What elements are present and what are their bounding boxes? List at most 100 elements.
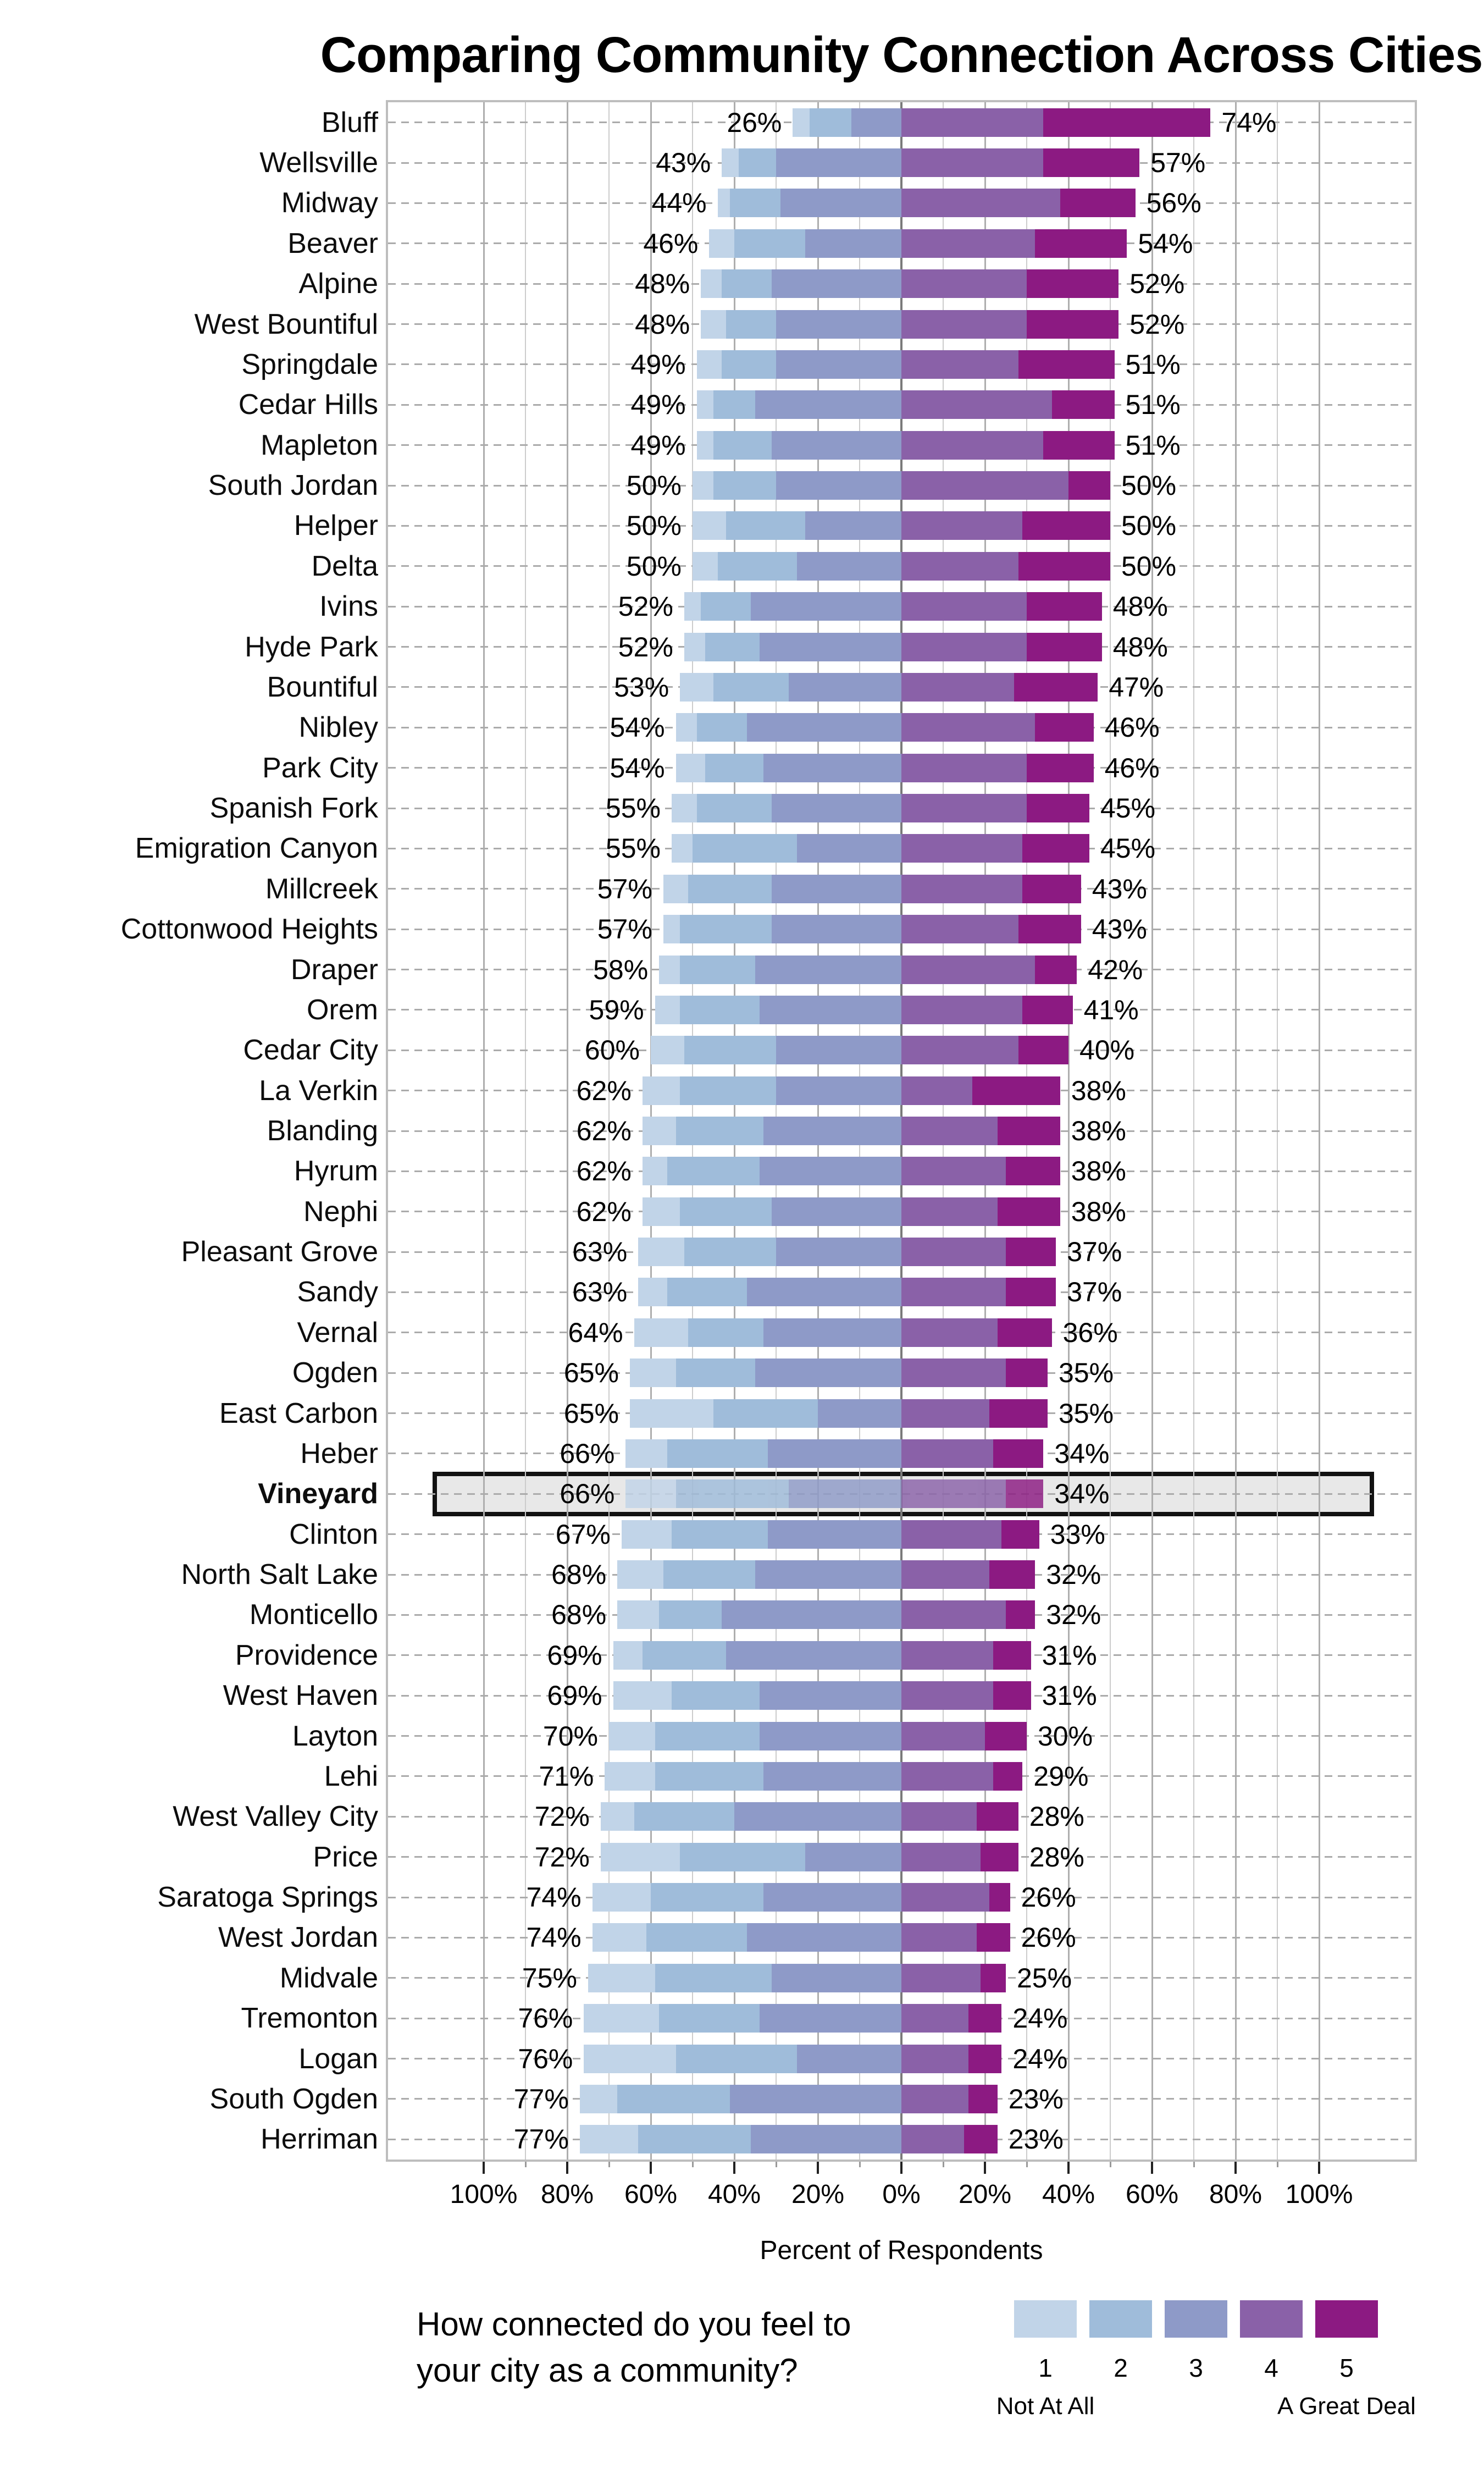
bar-vernal <box>634 1318 1052 1347</box>
bar-west-jordan <box>592 1923 1010 1952</box>
bar-segment-level-1 <box>684 632 705 661</box>
bar-segment-level-1 <box>701 310 726 339</box>
bar-segment-level-4 <box>901 310 1027 339</box>
city-label-cottonwood-heights: Cottonwood Heights <box>120 913 378 946</box>
left-percent-label: 72% <box>534 1801 590 1832</box>
bar-segment-level-1 <box>579 2125 639 2154</box>
bar-segment-level-3 <box>796 2044 901 2073</box>
bar-segment-level-2 <box>655 1963 772 1992</box>
bar-segment-level-2 <box>675 1117 764 1145</box>
right-percent-label: 50% <box>1121 470 1177 501</box>
bar-segment-level-5 <box>1043 430 1115 460</box>
bar-segment-level-1 <box>696 430 713 460</box>
bar-segment-level-2 <box>738 148 776 178</box>
x-tick-major <box>483 2161 485 2174</box>
bar-segment-level-1 <box>722 148 739 178</box>
right-percent-label: 29% <box>1033 1760 1089 1792</box>
right-percent-label: 30% <box>1038 1720 1093 1752</box>
bar-segment-level-5 <box>976 1923 1010 1952</box>
bar-segment-level-1 <box>793 108 810 137</box>
legend-swatches: 1 2 3 4 5 Not At All A Great Deal <box>996 2300 1454 2443</box>
left-percent-label: 59% <box>589 994 644 1025</box>
bar-segment-level-1 <box>659 955 680 984</box>
bar-alpine <box>701 269 1119 299</box>
bar-segment-level-2 <box>693 834 797 863</box>
bar-midvale <box>588 1963 1006 1992</box>
legend-anchor-not-at-all: Not At All <box>996 2393 1095 2420</box>
bar-segment-level-4 <box>901 551 1018 581</box>
bar-segment-level-3 <box>772 430 901 460</box>
city-label-north-salt-lake: North Salt Lake <box>181 1559 378 1591</box>
bar-segment-level-2 <box>680 955 755 984</box>
bar-segment-level-1 <box>701 269 722 299</box>
x-tick-minor <box>608 2161 610 2167</box>
bar-segment-level-5 <box>997 1318 1052 1347</box>
bar-segment-level-1 <box>693 551 718 581</box>
bar-segment-level-4 <box>901 1117 998 1145</box>
bar-segment-level-1 <box>696 390 713 419</box>
legend-level-number-5: 5 <box>1339 2354 1354 2382</box>
bar-segment-level-3 <box>776 1076 901 1105</box>
left-percent-label: 57% <box>597 914 652 945</box>
left-percent-label: 63% <box>572 1236 628 1268</box>
bar-segment-level-1 <box>680 672 713 702</box>
bar-segment-level-1 <box>638 1278 668 1307</box>
left-percent-label: 64% <box>568 1317 623 1348</box>
bar-segment-level-5 <box>1026 753 1094 782</box>
right-percent-label: 38% <box>1071 1196 1126 1227</box>
city-label-draper: Draper <box>291 953 378 986</box>
x-tick-major <box>1318 2161 1320 2174</box>
bar-logan <box>584 2044 1002 2073</box>
city-label-beaver: Beaver <box>287 227 378 259</box>
bar-segment-level-3 <box>772 915 901 944</box>
bar-segment-level-4 <box>901 874 1023 903</box>
bar-segment-level-5 <box>1018 915 1081 944</box>
right-percent-label: 42% <box>1088 954 1143 985</box>
bar-clinton <box>621 1520 1039 1549</box>
bar-segment-level-5 <box>972 1076 1060 1105</box>
right-percent-label: 34% <box>1054 1438 1110 1469</box>
x-tick-minor <box>859 2161 861 2167</box>
bar-segment-level-2 <box>809 108 851 137</box>
bar-segment-level-5 <box>993 1761 1023 1791</box>
city-label-clinton: Clinton <box>289 1518 378 1550</box>
bar-segment-level-5 <box>1005 1238 1056 1267</box>
bar-segment-level-2 <box>680 995 760 1024</box>
left-percent-label: 49% <box>630 429 686 461</box>
bar-segment-level-4 <box>901 1278 1006 1307</box>
bar-segment-level-2 <box>671 1681 760 1710</box>
right-percent-label: 48% <box>1112 631 1168 662</box>
right-percent-label: 35% <box>1059 1398 1114 1429</box>
city-label-orem: Orem <box>307 993 378 1026</box>
x-tick-minor <box>1109 2161 1111 2167</box>
city-label-helper: Helper <box>294 510 378 542</box>
bar-segment-level-5 <box>968 2004 1002 2033</box>
bar-springdale <box>696 350 1115 379</box>
right-percent-label: 33% <box>1050 1518 1105 1550</box>
right-percent-label: 51% <box>1125 389 1181 421</box>
bar-segment-level-4 <box>901 2125 964 2154</box>
right-percent-label: 41% <box>1083 994 1139 1025</box>
city-label-park-city: Park City <box>262 752 378 784</box>
x-tick-major <box>1234 2161 1237 2174</box>
x-tick-label: 100% <box>450 2180 518 2209</box>
bar-segment-level-3 <box>805 1842 901 1871</box>
bar-orem <box>655 995 1073 1024</box>
bar-segment-level-3 <box>767 1520 901 1549</box>
bar-segment-level-2 <box>667 1278 747 1307</box>
city-label-heber: Heber <box>300 1437 378 1470</box>
bar-segment-level-4 <box>901 189 1060 218</box>
bar-segment-level-3 <box>776 471 901 500</box>
city-label-west-bountiful: West Bountiful <box>194 308 378 340</box>
right-percent-label: 24% <box>1012 2003 1068 2034</box>
bar-segment-level-2 <box>713 430 772 460</box>
x-tick-major <box>1151 2161 1153 2174</box>
bar-segment-level-3 <box>772 794 901 823</box>
bar-segment-level-4 <box>901 1641 994 1670</box>
left-percent-label: 66% <box>560 1438 615 1469</box>
bar-segment-level-3 <box>763 1318 901 1347</box>
bar-segment-level-4 <box>901 955 1036 984</box>
city-label-nibley: Nibley <box>298 711 379 744</box>
bar-segment-level-3 <box>796 551 901 581</box>
right-percent-label: 32% <box>1046 1559 1101 1591</box>
